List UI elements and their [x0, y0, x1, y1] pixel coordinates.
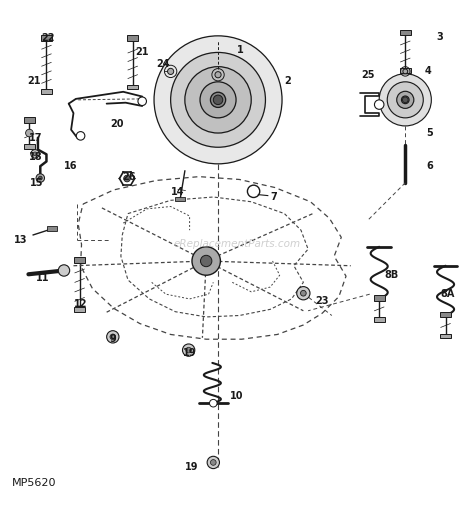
Text: 14: 14 [171, 187, 184, 197]
Text: 12: 12 [73, 299, 87, 309]
Text: 26: 26 [122, 172, 136, 182]
FancyBboxPatch shape [440, 334, 451, 338]
Text: 9: 9 [109, 334, 116, 344]
Polygon shape [397, 91, 414, 109]
Text: 15: 15 [30, 178, 43, 188]
FancyBboxPatch shape [74, 307, 85, 312]
Circle shape [182, 344, 195, 357]
Text: 22: 22 [42, 33, 55, 43]
FancyBboxPatch shape [47, 226, 57, 231]
Text: 10: 10 [230, 391, 243, 401]
Text: 23: 23 [315, 296, 328, 306]
FancyBboxPatch shape [175, 197, 185, 201]
Text: 19: 19 [182, 348, 196, 359]
Circle shape [215, 72, 221, 78]
Text: 25: 25 [361, 70, 374, 80]
Circle shape [107, 330, 119, 343]
Text: 4: 4 [424, 66, 431, 76]
Circle shape [58, 265, 70, 276]
Text: 2: 2 [284, 76, 291, 86]
FancyBboxPatch shape [41, 35, 52, 41]
FancyBboxPatch shape [440, 312, 451, 317]
Text: 11: 11 [36, 272, 49, 282]
Text: 21: 21 [135, 48, 148, 57]
Circle shape [31, 150, 39, 158]
Text: 19: 19 [185, 462, 198, 472]
Text: 5: 5 [427, 128, 433, 138]
Text: 8A: 8A [441, 289, 455, 299]
FancyBboxPatch shape [374, 295, 385, 301]
Circle shape [210, 459, 216, 465]
Circle shape [213, 95, 223, 104]
Text: 20: 20 [110, 118, 124, 128]
Circle shape [186, 347, 191, 353]
Text: eReplacementParts.com: eReplacementParts.com [173, 240, 301, 250]
Text: 18: 18 [28, 152, 42, 162]
Circle shape [124, 175, 130, 182]
Text: 16: 16 [64, 161, 77, 171]
FancyBboxPatch shape [400, 68, 411, 73]
Circle shape [201, 255, 212, 267]
Circle shape [374, 100, 384, 109]
Circle shape [297, 287, 310, 300]
Text: 13: 13 [14, 235, 27, 245]
Circle shape [403, 69, 408, 74]
FancyBboxPatch shape [24, 144, 35, 149]
Text: 1: 1 [237, 45, 244, 55]
Text: 24: 24 [156, 60, 170, 69]
Circle shape [26, 129, 33, 137]
Polygon shape [387, 82, 423, 118]
Circle shape [210, 399, 217, 407]
Polygon shape [200, 82, 236, 118]
Polygon shape [379, 74, 431, 126]
FancyBboxPatch shape [24, 117, 35, 123]
Text: MP5620: MP5620 [12, 478, 56, 488]
Text: 7: 7 [270, 192, 277, 202]
Circle shape [110, 334, 116, 340]
Text: 8B: 8B [384, 270, 398, 280]
Polygon shape [210, 92, 226, 108]
Text: 6: 6 [427, 161, 433, 171]
Circle shape [33, 152, 37, 156]
FancyBboxPatch shape [127, 35, 138, 41]
FancyBboxPatch shape [127, 85, 138, 89]
Circle shape [76, 132, 85, 140]
FancyBboxPatch shape [400, 30, 411, 35]
Circle shape [138, 97, 146, 105]
Polygon shape [185, 67, 251, 133]
Circle shape [402, 97, 408, 103]
Circle shape [192, 247, 220, 275]
Circle shape [207, 456, 219, 469]
FancyBboxPatch shape [41, 89, 52, 94]
Polygon shape [171, 52, 265, 147]
Polygon shape [154, 36, 282, 164]
Polygon shape [401, 96, 409, 104]
Circle shape [36, 174, 45, 182]
Text: 17: 17 [28, 133, 42, 143]
FancyBboxPatch shape [374, 317, 385, 322]
Circle shape [168, 68, 173, 75]
Circle shape [38, 176, 42, 180]
Text: 3: 3 [436, 32, 443, 42]
Circle shape [301, 290, 306, 296]
FancyBboxPatch shape [74, 257, 85, 263]
Text: 21: 21 [27, 76, 40, 86]
